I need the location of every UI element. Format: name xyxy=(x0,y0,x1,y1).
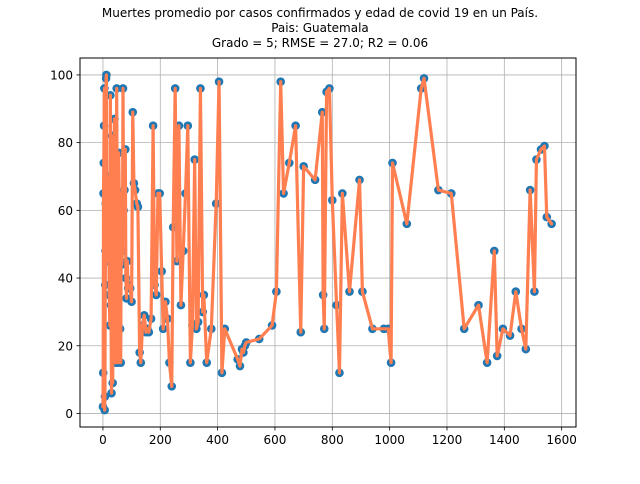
x-tick-label: 1400 xyxy=(489,433,520,447)
y-tick-label: 40 xyxy=(58,272,73,286)
x-tick-label: 1600 xyxy=(546,433,577,447)
chart-title: Muertes promedio por casos confirmados y… xyxy=(102,6,538,20)
y-tick-label: 20 xyxy=(58,339,73,353)
series-line xyxy=(101,73,554,412)
axes-frame xyxy=(79,57,577,428)
y-tick-label: 60 xyxy=(58,204,73,218)
plot-data xyxy=(98,70,556,415)
axis-ticks: 0 200 400 600 800 1000 1200 1400 1600 0 20 40 60 80 10… xyxy=(50,68,577,447)
y-tick-label: 100 xyxy=(50,68,73,82)
x-tick-label: 800 xyxy=(321,433,344,447)
x-tick-label: 200 xyxy=(149,433,172,447)
chart-subtitle-country: Pais: Guatemala xyxy=(271,21,369,35)
y-tick-label: 80 xyxy=(58,136,73,150)
x-tick-label: 1000 xyxy=(374,433,405,447)
y-tick-label: 0 xyxy=(65,407,73,421)
x-tick-label: 600 xyxy=(264,433,287,447)
x-tick-label: 1200 xyxy=(432,433,463,447)
x-tick-label: 400 xyxy=(206,433,229,447)
x-tick-label: 0 xyxy=(99,433,107,447)
chart-subtitle-metrics: Grado = 5; RMSE = 27.0; R2 = 0.06 xyxy=(212,36,428,50)
